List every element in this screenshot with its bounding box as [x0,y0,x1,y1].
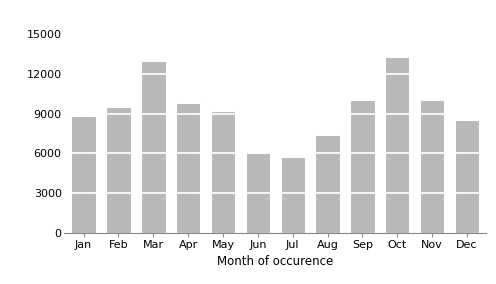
X-axis label: Month of occurence: Month of occurence [217,255,333,268]
Bar [281,157,305,233]
Bar [211,111,235,233]
Bar [385,57,409,233]
Bar [71,116,96,233]
Bar [246,153,270,233]
Bar [455,120,479,233]
Bar [176,103,200,233]
Bar [420,100,444,233]
Bar [141,60,166,233]
Bar [350,100,374,233]
Bar [315,135,340,233]
Bar [106,107,130,233]
